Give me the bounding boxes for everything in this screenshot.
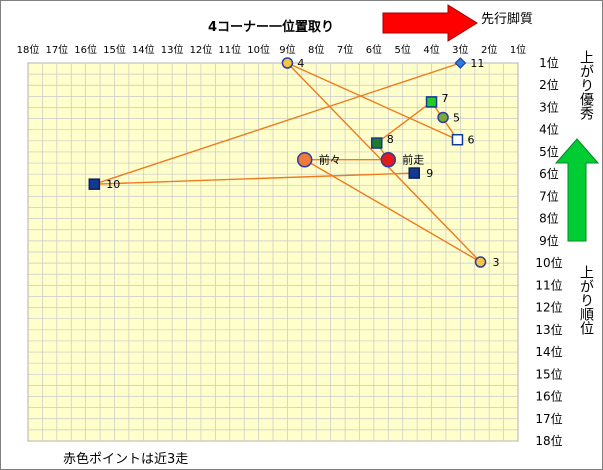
x-tick-label: 16位 bbox=[74, 43, 97, 56]
right-bottom-annotation: 上がり順位 bbox=[578, 265, 594, 335]
marker-diamond bbox=[454, 57, 467, 69]
point-label: 10 bbox=[106, 178, 120, 191]
x-tick-label: 2位 bbox=[481, 43, 497, 56]
x-tick-label: 11位 bbox=[218, 43, 241, 56]
point-label: 11 bbox=[470, 57, 484, 70]
point-label: 7 bbox=[442, 92, 449, 105]
x-tick-label: 18位 bbox=[17, 43, 40, 56]
marker-square bbox=[371, 137, 383, 149]
y-tick-label: 17位 bbox=[535, 411, 562, 426]
y-tick-label: 14位 bbox=[535, 344, 562, 359]
footer-note: 赤色ポイントは近3走 bbox=[63, 451, 188, 467]
point-label: 3 bbox=[493, 256, 500, 269]
marker-circle bbox=[437, 111, 449, 124]
x-tick-label: 13位 bbox=[161, 43, 184, 56]
marker-square bbox=[425, 96, 438, 108]
marker-circle bbox=[281, 57, 294, 69]
chart-title: 4コーナー一位置取り bbox=[208, 19, 334, 35]
series-line bbox=[94, 172, 415, 185]
green-arrow-icon bbox=[554, 138, 600, 242]
y-tick-label: 5位 bbox=[539, 144, 559, 159]
x-tick-label: 14位 bbox=[132, 43, 155, 56]
x-tick-label: 7位 bbox=[337, 43, 353, 56]
point-label: 9 bbox=[426, 167, 433, 180]
y-tick-label: 8位 bbox=[539, 211, 559, 226]
x-tick-label: 15位 bbox=[103, 43, 126, 56]
y-tick-label: 3位 bbox=[539, 99, 559, 114]
right-top-annotation: 上がり優秀 bbox=[578, 50, 594, 121]
marker-square bbox=[451, 133, 464, 146]
marker-circle bbox=[474, 256, 487, 268]
x-tick-label: 4位 bbox=[423, 43, 439, 56]
x-tick-label: 5位 bbox=[395, 43, 411, 56]
y-tick-label: 7位 bbox=[539, 188, 559, 203]
marker-square bbox=[88, 178, 101, 190]
x-tick-label: 10位 bbox=[247, 43, 270, 56]
x-tick-label: 3位 bbox=[452, 43, 468, 56]
series-line bbox=[376, 101, 432, 144]
y-tick-label: 12位 bbox=[535, 300, 562, 315]
y-tick-label: 13位 bbox=[535, 322, 562, 337]
x-tick-label: 9位 bbox=[279, 43, 295, 56]
series-line bbox=[304, 159, 481, 263]
y-tick-label: 10位 bbox=[535, 255, 562, 270]
x-tick-label: 8位 bbox=[308, 43, 324, 56]
marker-circle-large bbox=[296, 151, 313, 168]
y-tick-label: 11位 bbox=[535, 277, 562, 292]
y-tick-label: 4位 bbox=[539, 122, 559, 137]
y-tick-label: 16位 bbox=[535, 389, 562, 404]
point-label: 4 bbox=[297, 57, 304, 70]
y-tick-label: 2位 bbox=[539, 77, 559, 92]
marker-circle-large bbox=[380, 151, 397, 168]
point-label: 8 bbox=[387, 133, 394, 146]
y-tick-label: 9位 bbox=[539, 233, 559, 248]
point-label: 6 bbox=[467, 134, 474, 147]
point-label: 前々 bbox=[319, 153, 341, 167]
y-tick-label: 15位 bbox=[535, 366, 562, 381]
y-tick-label: 18位 bbox=[535, 433, 562, 448]
y-tick-label: 1位 bbox=[539, 55, 559, 70]
x-tick-label: 1位 bbox=[510, 43, 526, 56]
series-line bbox=[287, 62, 458, 141]
x-tick-label: 6位 bbox=[366, 43, 382, 56]
x-tick-label: 12位 bbox=[190, 43, 213, 56]
red-arrow-icon bbox=[382, 4, 478, 42]
top-right-annotation: 先行脚質 bbox=[481, 11, 533, 27]
series-line bbox=[94, 62, 461, 185]
point-label: 5 bbox=[453, 111, 460, 124]
point-label: 前走 bbox=[402, 153, 424, 167]
y-tick-label: 6位 bbox=[539, 166, 559, 181]
marker-square bbox=[408, 167, 420, 179]
x-tick-label: 17位 bbox=[45, 43, 68, 56]
